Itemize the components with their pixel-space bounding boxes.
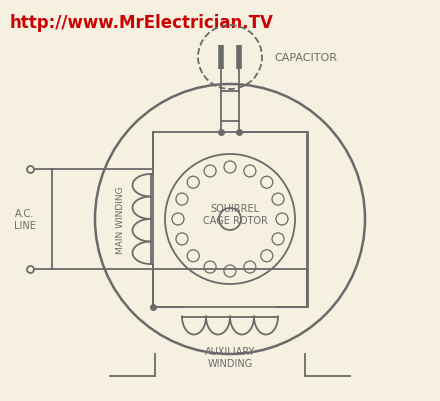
Text: SQUIRREL
CAGE ROTOR: SQUIRREL CAGE ROTOR <box>202 204 268 225</box>
Text: http://www.MrElectrician.TV: http://www.MrElectrician.TV <box>10 14 274 32</box>
Text: MAIN WINDING: MAIN WINDING <box>116 186 125 253</box>
Bar <box>153 132 308 307</box>
Text: A.C.
LINE: A.C. LINE <box>14 209 36 230</box>
Text: AUXILIARY
WINDING: AUXILIARY WINDING <box>205 346 255 368</box>
Text: CAPACITOR: CAPACITOR <box>274 53 337 63</box>
